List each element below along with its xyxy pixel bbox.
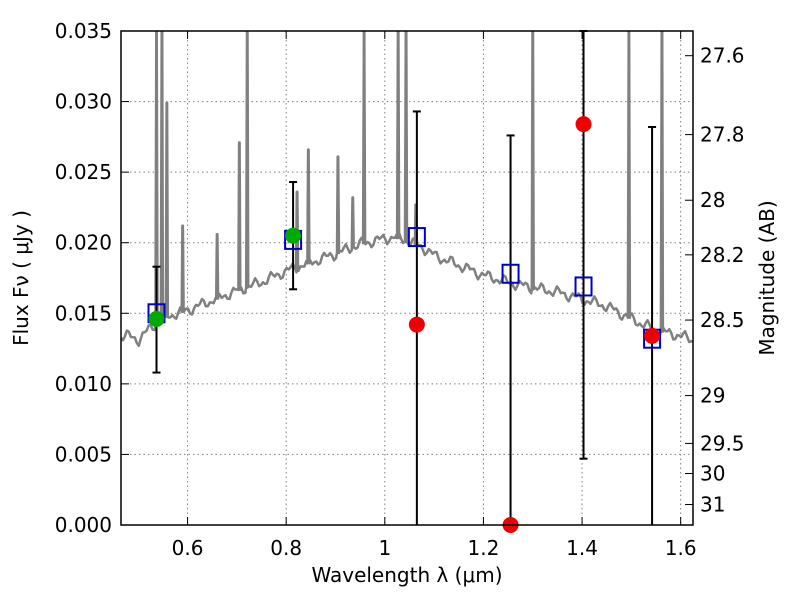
x-tick-label: 0.6 bbox=[172, 536, 204, 560]
x-axis-title: Wavelength λ (μm) bbox=[311, 563, 502, 587]
y-tick-label: 0.025 bbox=[55, 160, 112, 184]
y-tick-label: 0.005 bbox=[55, 442, 112, 466]
x-tick-label: 1.4 bbox=[566, 536, 598, 560]
x-tick-label: 1.2 bbox=[468, 536, 500, 560]
right-axis-tick-label: 29.5 bbox=[700, 431, 745, 455]
y-axis-title: Flux Fν ( μJy ) bbox=[9, 210, 33, 346]
right-axis-title: Magnitude (AB) bbox=[755, 200, 779, 355]
right-axis-tick-label: 28 bbox=[700, 188, 725, 212]
model-band-flux-marker bbox=[501, 263, 520, 284]
non-detection-point bbox=[644, 327, 661, 344]
y-tick-label: 0.000 bbox=[55, 513, 112, 537]
right-axis-tick-label: 31 bbox=[700, 493, 725, 517]
right-axis-tick-label: 30 bbox=[700, 461, 725, 485]
x-tick-label: 0.8 bbox=[270, 536, 302, 560]
y-tick-label: 0.010 bbox=[55, 372, 112, 396]
y-tick-label: 0.035 bbox=[55, 19, 112, 43]
sed-curve-layer bbox=[121, 31, 693, 348]
x-tick-label: 1.6 bbox=[665, 536, 697, 560]
y-tick-label: 0.020 bbox=[55, 231, 112, 255]
non-detection-point bbox=[408, 316, 425, 333]
model-band-flux-marker bbox=[574, 276, 593, 297]
non-detection-point bbox=[575, 116, 592, 133]
right-axis-tick-label: 27.8 bbox=[700, 123, 745, 147]
model-band-flux-layer bbox=[147, 227, 662, 349]
x-tick-label: 1 bbox=[378, 536, 391, 560]
detection-point bbox=[285, 227, 302, 244]
axes: 0.6 0.8 1 1.2 1.4 1.6 0.000 0.005 0.010 0.015 0.02… bbox=[55, 19, 745, 560]
right-axis-tick-label: 29 bbox=[700, 384, 725, 408]
right-axis-tick-label: 27.6 bbox=[700, 44, 745, 68]
model-band-flux-marker bbox=[407, 227, 426, 248]
right-axis-tick-label: 28.5 bbox=[700, 308, 745, 332]
y-tick-label: 0.015 bbox=[55, 301, 112, 325]
detection-point bbox=[148, 310, 165, 327]
sed-model-curve bbox=[121, 31, 693, 348]
plot-frame bbox=[120, 30, 694, 526]
right-axis-tick-label: 28.2 bbox=[700, 243, 745, 267]
observed-points-layer bbox=[148, 116, 661, 533]
y-tick-label: 0.030 bbox=[55, 90, 112, 114]
